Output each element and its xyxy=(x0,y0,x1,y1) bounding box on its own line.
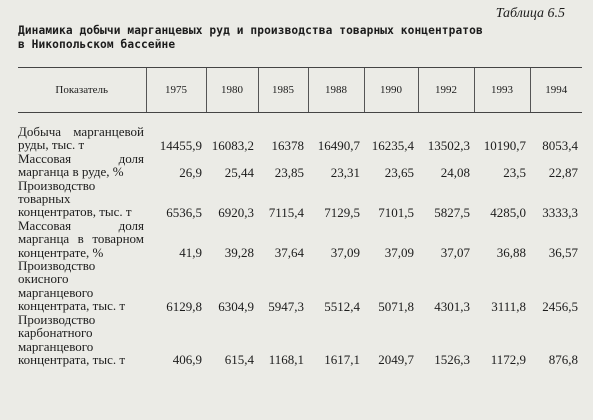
table-cell-value: 4285,0 xyxy=(490,204,526,220)
table-cell-value: 22,87 xyxy=(548,164,578,180)
column-header-year: 1975 xyxy=(145,67,206,113)
table-cell-value: 6920,3 xyxy=(218,204,254,220)
table-cell-value: 876,8 xyxy=(548,352,578,368)
table-cell-value: 1172,9 xyxy=(490,352,526,368)
table-cell-value: 23,65 xyxy=(384,164,414,180)
table-cell-value: 8053,4 xyxy=(542,137,578,153)
table-cell-value: 13502,3 xyxy=(427,137,470,153)
table-cell-value: 39,28 xyxy=(224,245,254,261)
table-cell-value: 36,88 xyxy=(496,245,526,261)
table-cell-value: 3111,8 xyxy=(491,298,526,314)
table-cell-value: 406,9 xyxy=(172,352,202,368)
data-table: Показатель 1975 1980 1985 1988 1990 1992… xyxy=(18,67,582,366)
table-cell-value: 23,85 xyxy=(274,164,304,180)
table-cell-value: 37,09 xyxy=(330,245,360,261)
table-cell-value: 41,9 xyxy=(179,245,202,261)
table-cell-value: 2456,5 xyxy=(542,298,578,314)
table-header-row: Показатель 1975 1980 1985 1988 1990 1992… xyxy=(18,67,582,113)
table-cell-value: 23,5 xyxy=(503,164,526,180)
table-cell-value: 4301,3 xyxy=(434,298,470,314)
table-cell-value: 1617,1 xyxy=(324,352,360,368)
row-label: Массовая доля марганца в товарном концен… xyxy=(18,217,144,260)
table-cell-value: 37,07 xyxy=(440,245,470,261)
column-header-year: 1992 xyxy=(417,67,474,113)
table-cell-value: 37,64 xyxy=(274,245,304,261)
table-cell-value: 6536,5 xyxy=(166,204,202,220)
column-header-year: 1988 xyxy=(307,67,364,113)
table-cell-value: 14455,9 xyxy=(159,137,202,153)
table-cell-value: 5071,8 xyxy=(378,298,414,314)
table-title-line: Динамика добычи марганцевых руд и произв… xyxy=(18,24,483,37)
table-cell-value: 1526,3 xyxy=(434,352,470,368)
column-header-year: 1994 xyxy=(529,67,582,113)
table-cell-value: 3333,3 xyxy=(542,204,578,220)
column-header-year: 1980 xyxy=(205,67,258,113)
row-label: Массовая доля марганца в руде, % xyxy=(18,150,144,180)
table-cell-value: 1168,1 xyxy=(268,352,304,368)
table-cell-value: 10190,7 xyxy=(483,137,526,153)
row-label: Добыча марганцевой руды, тыс. т xyxy=(18,124,144,153)
table-row: Массовая доля марганца в руде, % 26,9 25,4… xyxy=(18,152,582,179)
table-title: Динамика добычи марганцевых руд и произв… xyxy=(18,24,578,52)
table-body: Добыча марганцевой руды, тыс. т 14455,9 16… xyxy=(18,113,582,367)
table-cell-value: 7101,5 xyxy=(378,204,414,220)
table-row: Производство окисного марганцевого конце… xyxy=(18,259,582,313)
table-cell-value: 16378 xyxy=(271,137,305,153)
table-cell-value: 5947,3 xyxy=(268,298,304,314)
table-row: Добыча марганцевой руды, тыс. т 14455,9 16… xyxy=(18,113,582,152)
table-cell-value: 26,9 xyxy=(179,164,202,180)
table-cell-value: 6304,9 xyxy=(218,298,254,314)
column-header-year: 1993 xyxy=(473,67,530,113)
table-cell-value: 16235,4 xyxy=(371,137,414,153)
table-cell-value: 6129,8 xyxy=(166,298,202,314)
table-cell-value: 37,09 xyxy=(384,245,414,261)
table-cell-value: 7115,4 xyxy=(268,204,304,220)
table-caption: Таблица 6.5 xyxy=(495,6,565,21)
table-cell-value: 7129,5 xyxy=(324,204,360,220)
table-cell-value: 2049,7 xyxy=(378,352,414,368)
table-cell-value: 16490,7 xyxy=(317,137,360,153)
table-row: Производство товарных концентратов, тыс.… xyxy=(18,177,582,220)
table-row: Массовая доля марганца в товарном концен… xyxy=(18,219,582,259)
row-label: Производство карбонатного марганцевого к… xyxy=(18,311,126,367)
column-header-indicator: Показатель xyxy=(18,67,146,113)
table-cell-value: 23,31 xyxy=(330,164,360,180)
table-cell-value: 36,57 xyxy=(548,245,578,261)
table-row: Производство карбонатного марганцевого к… xyxy=(18,313,582,367)
table-title-line: в Никопольском бассейне xyxy=(18,38,176,51)
table-cell-value: 615,4 xyxy=(224,352,254,368)
column-header-year: 1990 xyxy=(363,67,418,113)
table-cell-value: 16083,2 xyxy=(211,137,254,153)
column-header-year: 1985 xyxy=(257,67,308,113)
table-cell-value: 5827,5 xyxy=(434,204,470,220)
row-label: Производство товарных концентратов, тыс.… xyxy=(18,177,132,220)
table-cell-value: 5512,4 xyxy=(324,298,360,314)
table-cell-value: 25,44 xyxy=(224,164,254,180)
table-cell-value: 24,08 xyxy=(440,164,470,180)
row-label: Производство окисного марганцевого конце… xyxy=(18,258,126,314)
